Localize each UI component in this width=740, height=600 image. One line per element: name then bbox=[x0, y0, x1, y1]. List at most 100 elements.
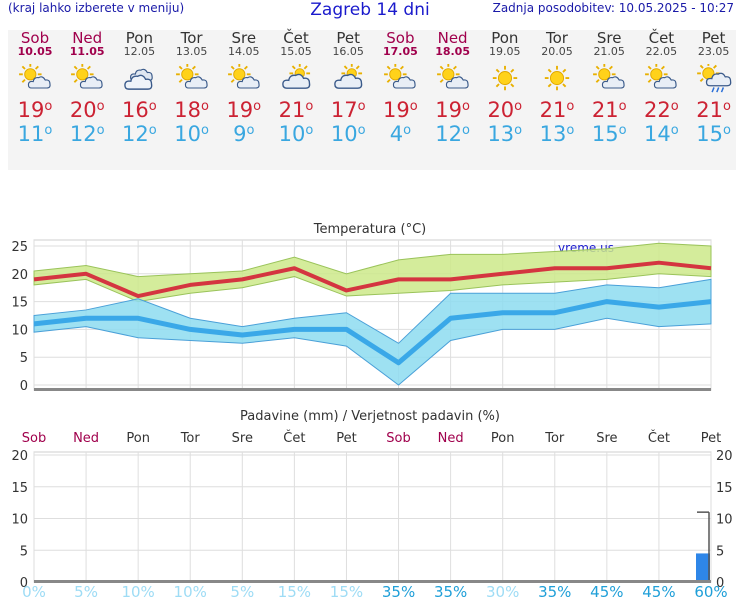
precip-probability-label: 35% bbox=[382, 583, 415, 600]
precip-day-label: Sre bbox=[232, 431, 253, 446]
y-tick-label: 10 bbox=[11, 323, 28, 338]
sun-icon bbox=[544, 65, 570, 91]
daily-forecast-strip: Sob 10.05 19o 11o Ned 11.05 20o 12o Pon 12.05 16o 1… bbox=[8, 30, 736, 170]
min-temp: 15o bbox=[696, 122, 731, 146]
max-temp: 17o bbox=[330, 98, 366, 122]
y-tick-label-left: 20 bbox=[11, 449, 28, 464]
precip-plot-area bbox=[33, 451, 712, 583]
day-name: Ned bbox=[72, 29, 103, 47]
day-date: 19.05 bbox=[489, 45, 521, 58]
precip-probability-label: 35% bbox=[434, 583, 467, 600]
max-temp: 21o bbox=[591, 98, 627, 122]
y-tick-label: 25 bbox=[11, 240, 28, 255]
sun-cloud-icon bbox=[175, 64, 208, 89]
precip-day-label: Pet bbox=[336, 431, 356, 446]
y-tick-label-left: 10 bbox=[11, 513, 28, 528]
day-name: Pet bbox=[701, 29, 726, 47]
sun-cloud-icon bbox=[71, 64, 103, 89]
precip-day-label: Čet bbox=[648, 430, 670, 446]
min-temp: 10o bbox=[278, 122, 314, 146]
day-date: 12.05 bbox=[123, 45, 156, 58]
max-temp: 21o bbox=[278, 98, 314, 122]
precip-day-label: Ned bbox=[73, 431, 99, 446]
precip-probability-label: 30% bbox=[486, 583, 519, 600]
day-column: Sob 17.05 19o 4o bbox=[374, 30, 426, 146]
precip-bar bbox=[696, 553, 710, 582]
precip-probability-label: 45% bbox=[642, 583, 675, 600]
day-date: 16.05 bbox=[332, 45, 364, 58]
min-temp: 14o bbox=[644, 122, 679, 146]
max-temp: 22o bbox=[644, 98, 679, 122]
precip-axis-base bbox=[34, 580, 711, 583]
min-temp-range-band bbox=[33, 278, 712, 386]
day-name: Sob bbox=[20, 29, 50, 47]
max-temp-range-band bbox=[33, 242, 712, 303]
min-temp: 10o bbox=[174, 122, 209, 146]
day-column: Tor 20.05 21o 13o bbox=[531, 30, 583, 146]
precip-probability-label: 15% bbox=[278, 583, 311, 600]
day-date: 10.05 bbox=[17, 45, 53, 58]
day-column: Pon 19.05 20o 13o bbox=[479, 30, 531, 146]
page-title: Zagreb 14 dni bbox=[310, 0, 430, 20]
day-date: 13.05 bbox=[175, 45, 208, 58]
precip-day-label: Tor bbox=[180, 431, 201, 446]
precip-probability-label: 60% bbox=[694, 583, 727, 600]
precip-probability-label: 45% bbox=[590, 583, 623, 600]
day-column: Pon 12.05 16o 12o bbox=[113, 30, 165, 146]
day-column: Sre 21.05 21o 15o bbox=[583, 30, 635, 146]
min-temp: 15o bbox=[591, 122, 627, 146]
y-tick-label: 5 bbox=[20, 351, 28, 366]
precip-probability-label: 35% bbox=[538, 583, 571, 600]
sun-cloud-icon bbox=[384, 64, 417, 89]
day-column: Ned 18.05 19o 12o bbox=[427, 30, 479, 146]
day-name: Pon bbox=[125, 29, 153, 47]
day-date: 18.05 bbox=[435, 45, 470, 58]
max-temp: 21o bbox=[696, 98, 731, 122]
max-temp: 19o bbox=[226, 98, 262, 122]
day-date: 14.05 bbox=[228, 45, 260, 58]
max-temp: 19o bbox=[383, 98, 418, 122]
precip-day-label: Sre bbox=[596, 431, 617, 446]
temperature-chart-title: Temperatura (°C) bbox=[313, 222, 426, 237]
day-column: Sre 14.05 19o 9o bbox=[218, 30, 270, 146]
day-name: Pon bbox=[491, 29, 519, 47]
day-date: 23.05 bbox=[697, 45, 730, 58]
max-temp: 20o bbox=[69, 98, 105, 122]
temperature-axis-base bbox=[34, 388, 711, 391]
precip-probability-label: 5% bbox=[230, 583, 254, 600]
cloud-sun-icon bbox=[282, 64, 311, 89]
max-temp: 16o bbox=[122, 98, 157, 122]
location-hint[interactable]: (kraj lahko izberete v meniju) bbox=[8, 1, 185, 15]
day-column: Pet 23.05 21o 15o bbox=[688, 30, 740, 146]
y-tick-label-left: 5 bbox=[20, 544, 28, 559]
y-tick-label: 15 bbox=[11, 296, 28, 311]
precip-day-label: Pon bbox=[126, 431, 150, 446]
precip-day-label: Sob bbox=[386, 431, 410, 446]
header: (kraj lahko izberete v meniju) Zagreb 14… bbox=[0, 0, 740, 22]
day-column: Čet 15.05 21o 10o bbox=[270, 30, 322, 146]
day-name: Ned bbox=[437, 29, 468, 47]
y-tick-label-left: 0 bbox=[20, 576, 28, 591]
y-tick-label: 20 bbox=[11, 268, 28, 283]
day-date: 21.05 bbox=[593, 45, 625, 58]
sun-rain-icon bbox=[696, 64, 731, 93]
y-tick-label: 0 bbox=[20, 379, 28, 394]
day-name: Tor bbox=[180, 29, 203, 47]
day-date: 15.05 bbox=[280, 45, 312, 58]
y-tick-label-right: 15 bbox=[716, 481, 733, 496]
max-temp: 21o bbox=[539, 98, 575, 122]
min-temp: 4o bbox=[389, 122, 412, 146]
sun-cloud-icon bbox=[227, 64, 260, 89]
day-date: 20.05 bbox=[541, 45, 573, 58]
day-date: 17.05 bbox=[382, 45, 418, 58]
precip-day-label: Pet bbox=[701, 431, 721, 446]
y-tick-label-right: 10 bbox=[716, 513, 733, 528]
day-column: Sob 10.05 19o 11o bbox=[9, 30, 61, 146]
min-temp-line bbox=[33, 299, 712, 366]
sun-cloud-icon bbox=[645, 64, 678, 89]
day-column: Pet 16.05 17o 10o bbox=[322, 30, 374, 146]
min-temp: 12o bbox=[69, 122, 105, 146]
precip-probability-label: 10% bbox=[174, 583, 207, 600]
day-name: Čet bbox=[283, 29, 309, 47]
day-date: 11.05 bbox=[69, 45, 105, 58]
